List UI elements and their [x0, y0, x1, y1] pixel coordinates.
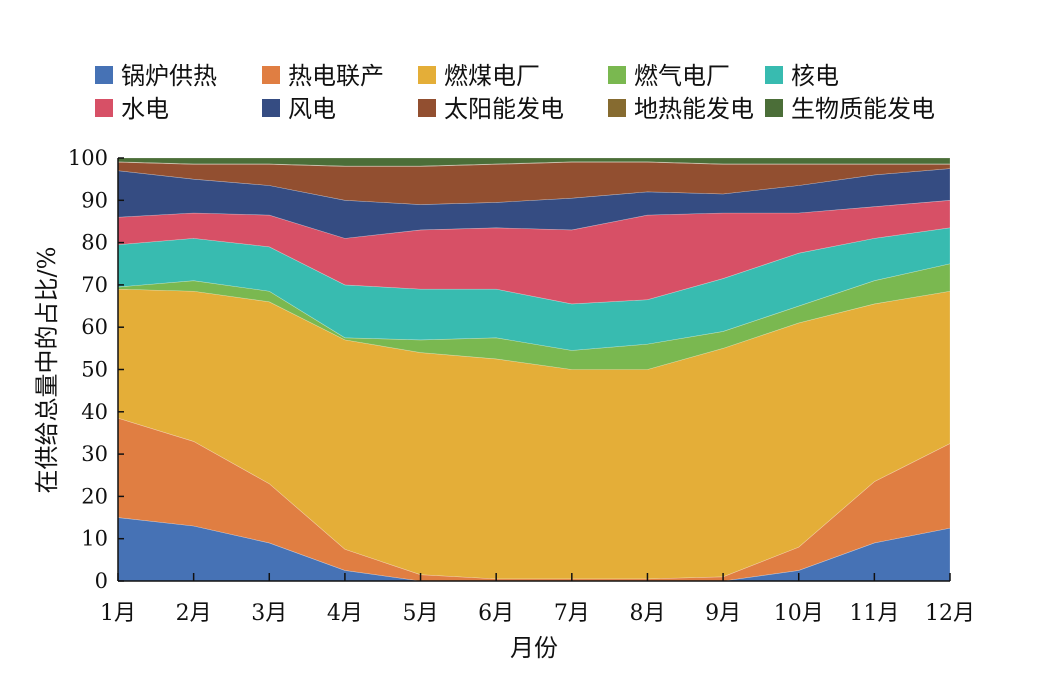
- legend-item: 地热能发电: [608, 95, 754, 123]
- x-tick-label: 5月: [403, 601, 439, 626]
- legend-swatch: [418, 66, 436, 84]
- x-tick-label: 3月: [251, 601, 287, 626]
- legend-label: 燃煤电厂: [444, 62, 540, 90]
- x-tick-label: 4月: [327, 601, 363, 626]
- y-tick-label: 50: [81, 358, 108, 382]
- legend-item: 太阳能发电: [418, 95, 564, 123]
- legend-item: 核电: [765, 62, 839, 90]
- x-tick-label: 2月: [176, 601, 212, 626]
- y-tick-label: 90: [81, 188, 108, 212]
- x-tick-label: 9月: [705, 601, 741, 626]
- areas: [117, 157, 951, 582]
- legend-label: 热电联产: [288, 62, 384, 90]
- legend-label: 风电: [288, 95, 336, 123]
- x-tick-label: 7月: [554, 601, 590, 626]
- legend-item: 燃煤电厂: [418, 62, 540, 90]
- y-tick-label: 70: [81, 273, 108, 297]
- legend-swatch: [95, 66, 113, 84]
- area-9: [117, 157, 951, 167]
- legend-label: 太阳能发电: [444, 95, 564, 123]
- axes: 0 10 20 30 40 50 60 70 80 90 100 1月 2月 3月 4月 5月 6月 7月 8月 9月…: [68, 146, 975, 626]
- x-tick-label: 12月: [925, 601, 975, 626]
- y-tick-label: 20: [81, 484, 108, 508]
- legend-item: 生物质能发电: [765, 95, 935, 123]
- x-tick-label: 1月: [100, 601, 136, 626]
- legend-swatch: [262, 99, 280, 117]
- y-tick-label: 10: [81, 527, 108, 551]
- legend-item: 燃气电厂: [608, 62, 730, 90]
- legend-label: 核电: [791, 62, 839, 90]
- legend-swatch: [608, 66, 626, 84]
- legend-swatch: [262, 66, 280, 84]
- legend-swatch: [608, 99, 626, 117]
- legend-item: 水电: [95, 95, 169, 123]
- y-tick-label: 80: [81, 231, 108, 255]
- y-tick-label: 100: [68, 146, 108, 170]
- x-tick-label: 6月: [478, 601, 514, 626]
- legend-item: 风电: [262, 95, 336, 123]
- legend-label: 燃气电厂: [634, 62, 730, 90]
- legend-swatch: [95, 99, 113, 117]
- y-tick-label: 30: [81, 442, 108, 466]
- x-tick-label: 10月: [774, 601, 824, 626]
- x-tick-label: 8月: [629, 601, 665, 626]
- x-tick-label: 11月: [849, 601, 899, 626]
- legend-swatch: [765, 99, 783, 117]
- legend-swatch: [418, 99, 436, 117]
- legend-swatch: [765, 66, 783, 84]
- y-tick-label: 40: [81, 400, 108, 424]
- legend-label: 水电: [121, 95, 169, 123]
- x-axis-title: 月份: [510, 634, 558, 662]
- legend-item: 锅炉供热: [95, 62, 217, 90]
- y-tick-label: 60: [81, 315, 108, 339]
- legend-item: 热电联产: [262, 62, 384, 90]
- y-axis-title: 在供给总量中的占比/%: [33, 247, 61, 494]
- legend-label: 地热能发电: [634, 95, 754, 123]
- legend-label: 生物质能发电: [791, 95, 935, 123]
- y-tick-label: 0: [95, 569, 108, 593]
- legend-label: 锅炉供热: [121, 62, 217, 90]
